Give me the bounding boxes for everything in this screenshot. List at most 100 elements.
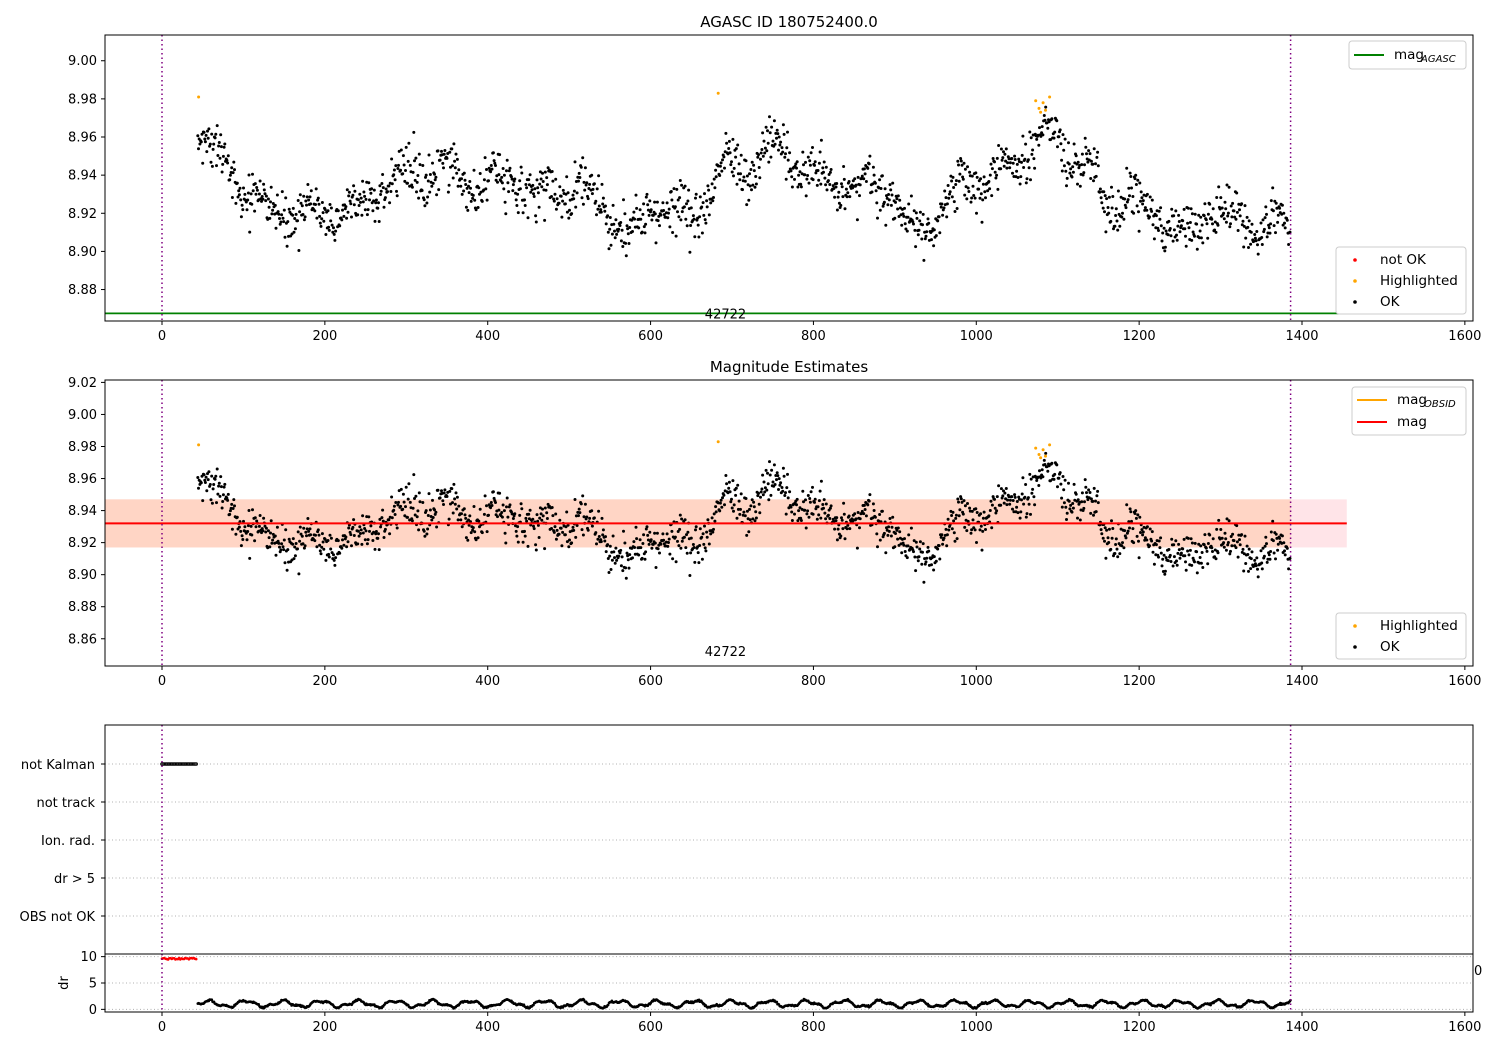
ok-point [1235,540,1239,544]
legend-point-swatch [1353,300,1357,304]
ok-point [420,189,424,192]
ok-point [731,137,735,141]
ok-point [1226,211,1230,215]
ok-point [988,509,992,512]
ok-point [609,568,613,571]
ok-point [963,525,967,529]
ok-point [238,186,242,190]
ok-point [199,481,203,485]
ok-point [880,174,884,178]
ok-point [658,551,661,555]
ok-point [1052,136,1056,140]
ok-point [914,569,918,573]
ok-point [969,200,973,204]
ok-point [395,194,399,198]
ok-point [758,511,762,515]
ok-point [1174,209,1178,213]
ok-point [1132,211,1136,215]
ok-point [917,228,921,232]
ok-point [318,221,322,225]
ok-point [426,195,430,199]
ok-point [768,460,771,464]
ok-point [383,527,387,531]
ok-point [1150,209,1154,213]
ok-point [473,198,477,202]
ok-point [610,232,614,236]
ok-point [684,217,688,221]
ok-point [1043,118,1047,122]
ok-point [823,176,827,180]
ok-point [1187,226,1191,230]
ok-point [958,508,962,512]
flag-category-label: not Kalman [21,758,95,773]
ok-point [996,187,1000,191]
ok-point [500,515,504,519]
ok-point [696,551,700,555]
highlighted-point [1037,453,1041,456]
ok-point [974,171,978,175]
ok-point [410,519,414,523]
ok-point [336,209,340,213]
ok-point [739,492,743,496]
y-tick-label: 8.90 [68,568,97,583]
ok-point [761,154,765,158]
ok-point [653,531,657,535]
x-tick-label: 200 [312,1020,337,1035]
ok-point [727,139,731,143]
ok-point [460,525,464,529]
ok-point [788,490,792,494]
ok-point [942,206,946,210]
ok-point [757,153,760,157]
ok-point [359,528,363,532]
ok-point [1114,537,1118,541]
ok-point [702,213,706,217]
ok-point [945,533,949,537]
ok-point [565,175,569,179]
ok-point [500,175,504,179]
ok-point [393,513,397,516]
ok-point [993,170,997,174]
ok-point [505,505,508,509]
ok-point [828,183,832,186]
ok-point [545,517,549,520]
ok-point [768,131,772,135]
ok-point [970,509,974,513]
ok-point [890,525,894,529]
ok-point [950,179,954,183]
ok-point [1056,485,1059,489]
ok-point [1262,554,1266,558]
ok-point [784,177,788,181]
ok-point [978,528,982,532]
ok-point [790,519,794,522]
ok-point [449,165,452,169]
x-tick-label: 400 [475,1020,500,1035]
ok-point [759,151,763,155]
ok-point [683,518,687,522]
ok-point [969,531,973,535]
ok-point [769,493,773,497]
highlighted-point [197,443,201,447]
ok-point [640,230,644,234]
ok-point [1024,483,1028,486]
ok-point [564,192,568,196]
ok-point [561,530,565,534]
ok-point [798,170,802,174]
ok-point [399,148,403,152]
ok-point [233,168,236,172]
ok-point [677,544,681,548]
ok-point [271,208,275,212]
ok-point [1083,136,1087,140]
ok-point [738,512,742,516]
ok-point [577,171,581,175]
ok-point [1112,227,1115,231]
ok-point [342,214,346,218]
ok-point [627,242,631,245]
ok-point [383,196,387,200]
ok-point [338,551,342,555]
ok-point [215,501,218,505]
ok-point [347,190,351,194]
ok-point [953,539,957,543]
ok-point [500,511,504,514]
ok-point [408,500,412,504]
ok-point [1091,499,1095,503]
